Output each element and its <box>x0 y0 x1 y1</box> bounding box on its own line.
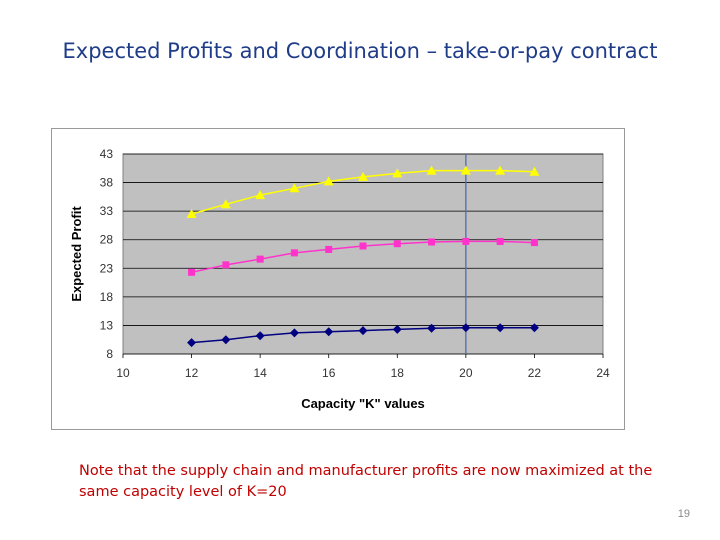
x-tick-label: 18 <box>391 366 405 380</box>
data-point <box>290 249 298 257</box>
y-tick-label: 28 <box>100 233 114 247</box>
data-point <box>495 323 505 333</box>
y-tick-label: 8 <box>106 347 113 361</box>
data-point <box>323 176 334 186</box>
data-point <box>392 168 403 178</box>
data-point <box>220 199 231 209</box>
data-point <box>358 171 368 181</box>
plot-area <box>122 153 604 355</box>
x-tick-label: 22 <box>528 366 542 380</box>
data-point <box>359 242 367 250</box>
x-tick-label: 16 <box>322 366 336 380</box>
x-axis-title: Capacity "K" values <box>301 396 425 411</box>
x-tick-label: 24 <box>596 366 610 380</box>
data-point <box>187 338 197 348</box>
data-point <box>530 239 538 247</box>
data-point <box>529 166 540 176</box>
data-point <box>460 165 471 175</box>
x-tick-label: 14 <box>253 366 267 380</box>
y-tick-label: 38 <box>100 176 114 190</box>
y-tick-label: 43 <box>100 147 114 161</box>
data-point <box>289 183 300 193</box>
data-point <box>461 323 471 333</box>
data-point <box>255 190 266 200</box>
data-point <box>324 327 334 337</box>
data-point <box>255 331 265 341</box>
data-point <box>186 209 197 218</box>
y-tick-label: 13 <box>100 318 114 332</box>
data-point <box>496 237 504 245</box>
data-point <box>358 326 368 336</box>
y-axis-title: Expected Profit <box>69 206 84 302</box>
y-tick-label: 18 <box>100 290 114 304</box>
x-tick-label: 20 <box>459 366 473 380</box>
data-point <box>392 324 402 334</box>
slide-title: Expected Profits and Coordination – take… <box>62 39 658 63</box>
data-point <box>529 323 539 333</box>
data-point <box>426 165 437 175</box>
x-tick-label: 10 <box>116 366 130 380</box>
y-tick-label: 33 <box>100 204 114 218</box>
chart-container: 8 13 18 23 28 33 38 43 10 12 14 16 18 20 22 24 Capacity … <box>51 128 625 430</box>
data-point <box>188 268 196 276</box>
line-chart: 8 13 18 23 28 33 38 43 10 12 14 16 18 20 22 24 Capacity … <box>69 147 610 411</box>
x-tick-label: 12 <box>185 366 199 380</box>
data-point <box>289 328 299 338</box>
data-point <box>393 240 401 248</box>
data-point <box>256 255 264 263</box>
data-point <box>325 245 333 253</box>
data-point <box>495 165 506 175</box>
data-point <box>428 238 436 246</box>
page-number: 19 <box>677 508 690 520</box>
note-text: Note that the supply chain and manufactu… <box>79 463 653 500</box>
data-point <box>222 261 230 269</box>
data-point <box>221 335 231 345</box>
data-point <box>462 237 470 245</box>
y-tick-label: 23 <box>100 261 114 275</box>
data-point <box>427 323 437 333</box>
